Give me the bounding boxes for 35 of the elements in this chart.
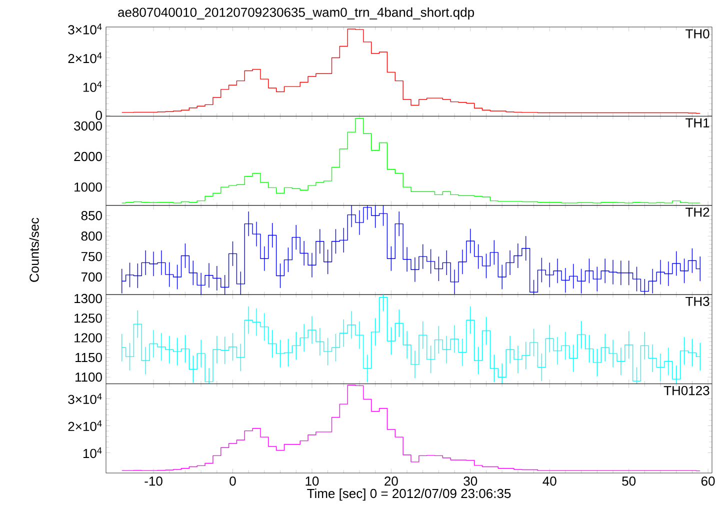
- y-tick-label: 0: [96, 110, 102, 120]
- y-tick-label: 2×10$^{4}$: [68, 420, 102, 432]
- y-tick-label: 700: [81, 272, 102, 282]
- y-tick-label: 1100: [76, 372, 102, 382]
- y-tick-label: 1150: [76, 352, 102, 362]
- x-tick-label: 50: [622, 476, 636, 486]
- y-tick-label: 850: [81, 211, 102, 220]
- annotation: TH2: [686, 208, 710, 217]
- x-tick-label: 30: [464, 476, 478, 486]
- x-tick-label: -10: [144, 476, 162, 486]
- y-tick-label: 1250: [74, 314, 102, 323]
- y-tick-label: 1300: [74, 294, 102, 304]
- y-tick-label: 3×10$^{4}$: [68, 24, 102, 34]
- annotation: TH0: [686, 29, 710, 38]
- y-axis-title: Counts/sec: [29, 218, 39, 282]
- x-tick-label: 10: [306, 476, 319, 486]
- y-tick-label: 2000: [74, 152, 102, 162]
- annotation: TH0123: [664, 386, 710, 396]
- x-axis-title: Time [sec] 0 = 2012/07/09 23:06:35: [307, 488, 511, 501]
- y-tick-label: 2×10$^{4}$: [68, 52, 102, 64]
- annotation: TH1: [686, 118, 710, 128]
- chart-title: ae807040010_20120709230635_wam0_trn_4band_short.qdp: [118, 7, 474, 20]
- x-tick-label: 40: [542, 476, 556, 486]
- x-tick-label: 60: [701, 476, 715, 486]
- y-tick-label: 1200: [74, 333, 102, 342]
- y-tick-label: 750: [81, 252, 102, 262]
- annotation: TH3: [686, 296, 710, 306]
- y-tick-label: 1000: [74, 182, 102, 192]
- y-tick-label: 10$^{4}$: [83, 81, 102, 92]
- y-tick-label: 3000: [74, 121, 102, 131]
- y-tick-label: 10$^{4}$: [83, 447, 102, 458]
- x-tick-label: 0: [230, 476, 236, 486]
- x-tick-label: 20: [384, 476, 398, 486]
- y-tick-label: 3×10$^{4}$: [68, 393, 102, 404]
- y-tick-label: 800: [81, 231, 102, 241]
